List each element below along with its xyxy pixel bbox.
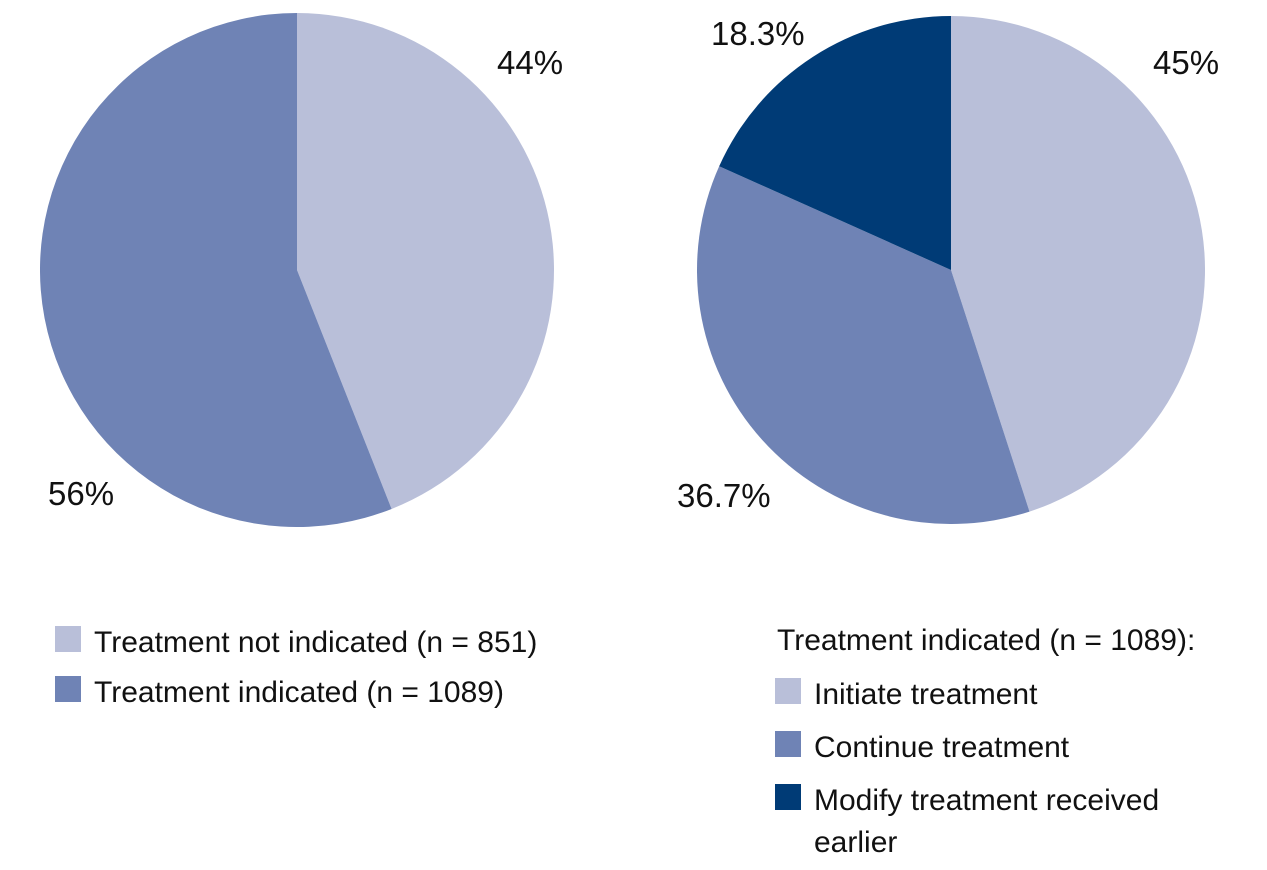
pct-label-modify-treatment: 18.3%	[711, 15, 805, 52]
legend-item-continue-treatment: Continue treatment	[775, 727, 1069, 769]
legend-right: Treatment indicated (n = 1089): Initiate…	[775, 0, 1215, 870]
pct-label-treatment-indicated: 56%	[48, 475, 115, 512]
legend-label-treatment-not-indicated: Treatment not indicated (n = 851)	[94, 626, 538, 659]
legend-item-modify-treatment: Modify treatment received earlier	[775, 780, 1195, 864]
legend-item-initiate-treatment: Initiate treatment	[775, 674, 1037, 716]
legend-item-treatment-indicated: Treatment indicated (n = 1089)	[55, 672, 504, 714]
legend-swatch-continue-treatment	[775, 731, 801, 757]
pie-chart-treatment-indicated-breakdown	[697, 16, 1205, 524]
legend-label-initiate-treatment: Initiate treatment	[814, 678, 1038, 711]
pie-slice	[697, 166, 1030, 524]
legend-label-continue-treatment: Continue treatment	[814, 731, 1070, 764]
pie-slice	[719, 16, 951, 270]
pct-label-treatment-not-indicated: 44%	[497, 44, 564, 81]
legend-label-treatment-indicated: Treatment indicated (n = 1089)	[94, 676, 504, 709]
pct-label-initiate-treatment: 45%	[1153, 44, 1220, 81]
legend-label-modify-treatment: Modify treatment received earlier	[814, 784, 1160, 859]
legend-left: Treatment not indicated (n = 851) Treatm…	[55, 0, 615, 870]
legend-swatch-initiate-treatment	[775, 678, 801, 704]
legend-swatch-treatment-not-indicated	[55, 626, 81, 652]
pct-label-continue-treatment: 36.7%	[677, 477, 771, 514]
legend-swatch-treatment-indicated	[55, 676, 81, 702]
pie-chart-treatment-indication	[40, 13, 554, 527]
legend-item-treatment-not-indicated: Treatment not indicated (n = 851)	[55, 622, 537, 664]
pie-slice	[297, 13, 554, 509]
pie-slice	[951, 16, 1205, 512]
pie-slice	[40, 13, 392, 527]
legend-header-treatment-indicated: Treatment indicated (n = 1089):	[777, 624, 1196, 657]
legend-swatch-modify-treatment	[775, 784, 801, 810]
